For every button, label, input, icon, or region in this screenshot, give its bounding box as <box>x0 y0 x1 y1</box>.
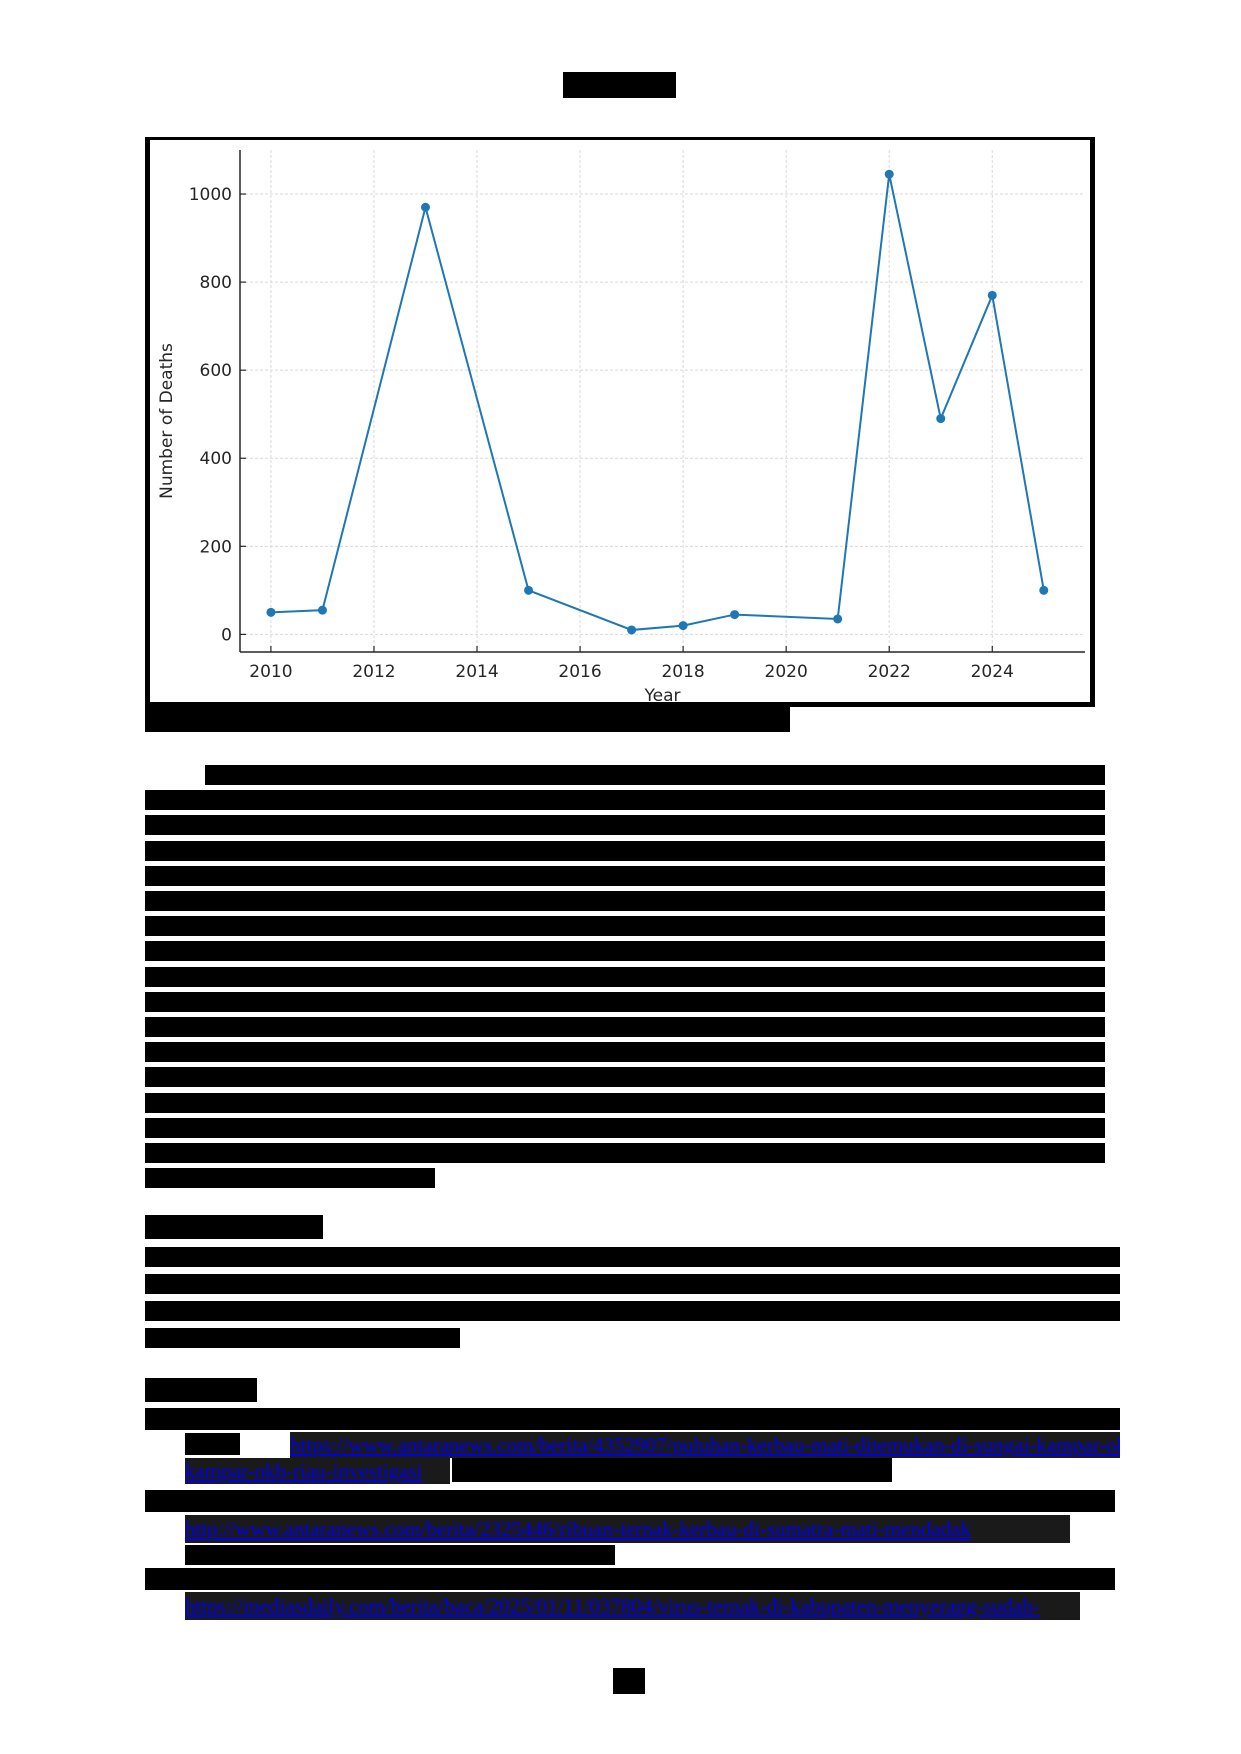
page-title-redacted: [redacted heading] <box>563 72 676 98</box>
reference-3-link[interactable]: https://mediasdaily.com/berita/baca/2025… <box>185 1592 1080 1620</box>
reference-1-text-redacted: [redacted reference text] <box>145 1408 1120 1430</box>
reference-1-link-line2[interactable]: kampar-okb-riau-investigasi <box>185 1458 450 1484</box>
figure-chart: 0 200 400 600 800 1000 2010 2012 2014 2016 2018 202… <box>145 137 1095 707</box>
reference-1-link-tail: kampar-okb-riau-investigasi <box>185 1459 423 1483</box>
figure-caption: [redacted figure caption] <box>145 719 155 720</box>
y-tick-label: 0 <box>221 625 232 645</box>
body-paragraph: [redacted body paragraph - approximately… <box>0 0 1241 1189</box>
figure-caption-redacted: [redacted figure caption] <box>145 706 790 732</box>
y-tick-label: 600 <box>200 361 232 381</box>
page-number: [redacted] <box>613 1681 617 1682</box>
data-point-marker <box>420 202 430 212</box>
x-tick-label: 2012 <box>352 662 395 682</box>
data-point-marker <box>524 585 534 595</box>
redacted-text-line <box>145 1247 1120 1267</box>
section-subheading-redacted: [redacted subheading] <box>145 1215 323 1239</box>
redacted-text-line <box>145 1274 1120 1294</box>
x-tick-label: 2016 <box>558 662 601 682</box>
y-tick-label: 400 <box>200 449 232 469</box>
redacted-text-line <box>145 865 1105 886</box>
y-tick-label: 1000 <box>189 185 232 205</box>
page-title: [redacted heading] <box>563 85 570 86</box>
redacted-text-line <box>145 840 1105 861</box>
redacted-text-line <box>145 1117 1105 1138</box>
reference-2-link[interactable]: http://www.antaranews.com/berita/2325446… <box>185 1515 1070 1543</box>
data-series-line <box>270 174 1045 631</box>
redacted-text-line <box>145 1092 1105 1113</box>
redacted-text-line <box>145 916 1105 937</box>
redacted-text-line <box>145 1328 460 1348</box>
reference-1-label-redacted <box>185 1433 240 1455</box>
data-point-marker <box>730 610 740 620</box>
x-tick-label: 2018 <box>661 662 704 682</box>
x-tick-label: 2020 <box>765 662 808 682</box>
second-paragraph-text: [redacted paragraph - 4 lines] <box>0 31 12 32</box>
redacted-text-line <box>145 1067 1105 1088</box>
reference-2-text: [redacted reference text] <box>145 1503 155 1504</box>
y-tick-label: 200 <box>200 537 232 557</box>
x-tick-label: 2022 <box>868 662 911 682</box>
x-tick-label: 2024 <box>971 662 1014 682</box>
x-axis-label: Year <box>644 686 681 705</box>
redacted-text-line <box>145 966 1105 987</box>
data-point-marker <box>317 605 327 615</box>
data-point-marker <box>936 414 946 424</box>
redacted-text-line <box>145 1143 1105 1163</box>
reference-1-text: [redacted reference text] <box>145 1421 155 1422</box>
section-subheading: [redacted subheading] <box>145 1228 154 1229</box>
redacted-text-line <box>145 1168 435 1189</box>
redacted-text-line <box>145 891 1105 911</box>
redacted-text-line <box>205 765 1105 785</box>
x-tick-label: 2014 <box>455 662 498 682</box>
reference-1-tail-redacted <box>452 1458 892 1482</box>
redacted-text-line <box>145 941 1105 962</box>
data-point-marker <box>266 607 276 617</box>
y-tick-label: 800 <box>200 273 232 293</box>
page-number-redacted: [redacted] <box>613 1668 645 1694</box>
reference-2-text-redacted: [redacted reference text] <box>145 1490 1115 1512</box>
second-paragraph: [redacted paragraph - 4 lines] <box>0 18 1241 1348</box>
reference-3-text: [redacted reference text] <box>145 1581 155 1582</box>
x-tick-label: 2010 <box>249 662 292 682</box>
data-point-marker <box>1039 585 1049 595</box>
data-point-marker <box>987 290 997 300</box>
data-point-marker <box>833 614 843 624</box>
redacted-text-line <box>145 1301 1120 1321</box>
redacted-text-line <box>145 790 1105 811</box>
redacted-text-line <box>145 1017 1105 1037</box>
redacted-text-line <box>145 991 1105 1012</box>
references-heading: [redacted: References] <box>145 1391 154 1392</box>
references-heading-redacted: [redacted: References] <box>145 1378 257 1402</box>
reference-1-link-line1[interactable]: https://www.antaranews.com/berita/435290… <box>290 1432 1120 1458</box>
reference-2-tail-redacted <box>185 1545 615 1565</box>
redacted-text-line <box>145 815 1105 836</box>
line-chart: 0 200 400 600 800 1000 2010 2012 2014 2016 2018 202… <box>157 150 1085 705</box>
data-point-marker <box>627 625 637 635</box>
data-point-marker <box>884 169 894 179</box>
body-paragraph-text: [redacted body paragraph - approximately… <box>0 13 23 14</box>
reference-3-text-redacted: [redacted reference text] <box>145 1568 1115 1590</box>
y-axis-label: Number of Deaths <box>157 343 177 499</box>
data-point-marker <box>678 621 688 631</box>
redacted-text-line <box>145 1042 1105 1063</box>
